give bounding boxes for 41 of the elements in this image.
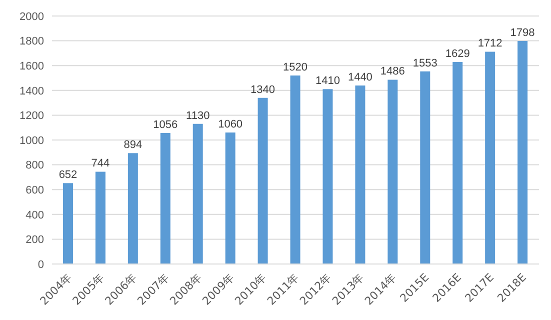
y-tick-label: 200 xyxy=(26,234,44,246)
y-tick-label: 1000 xyxy=(20,134,44,147)
data-label: 1629 xyxy=(445,48,470,60)
data-label: 1056 xyxy=(153,119,178,132)
data-label: 894 xyxy=(124,139,142,152)
bar xyxy=(420,71,430,264)
data-label: 1060 xyxy=(218,118,243,131)
bar xyxy=(258,98,268,264)
y-tick-label: 1200 xyxy=(20,110,44,122)
y-tick-label: 400 xyxy=(26,209,44,222)
data-label: 1798 xyxy=(510,27,535,40)
bar xyxy=(160,133,170,264)
data-label: 1130 xyxy=(186,110,210,122)
y-tick-label: 800 xyxy=(26,160,44,172)
data-label: 1440 xyxy=(348,71,372,84)
bar xyxy=(355,85,366,264)
data-label: 1486 xyxy=(380,66,405,78)
data-label: 1520 xyxy=(283,62,308,74)
data-label: 1712 xyxy=(478,38,502,50)
bar xyxy=(485,52,496,264)
bar xyxy=(95,172,106,264)
bar xyxy=(225,132,236,264)
data-label: 652 xyxy=(58,169,78,182)
data-label: 744 xyxy=(91,158,110,170)
bar xyxy=(322,89,333,264)
bar xyxy=(452,62,463,264)
bar xyxy=(290,76,300,264)
y-tick-label: 1400 xyxy=(20,85,44,98)
data-label: 1410 xyxy=(315,75,340,88)
y-tick-label: 2000 xyxy=(20,10,44,23)
y-tick-label: 1600 xyxy=(20,60,44,73)
data-label: 1553 xyxy=(412,57,438,70)
y-tick-label: 1800 xyxy=(20,36,44,48)
bar xyxy=(388,80,398,264)
bar xyxy=(192,124,203,264)
bar xyxy=(63,183,73,264)
data-label: 1340 xyxy=(250,84,276,96)
y-tick-label: 600 xyxy=(26,184,44,197)
y-tick-label: 0 xyxy=(38,258,44,271)
bar xyxy=(518,41,528,264)
bar xyxy=(128,153,138,264)
